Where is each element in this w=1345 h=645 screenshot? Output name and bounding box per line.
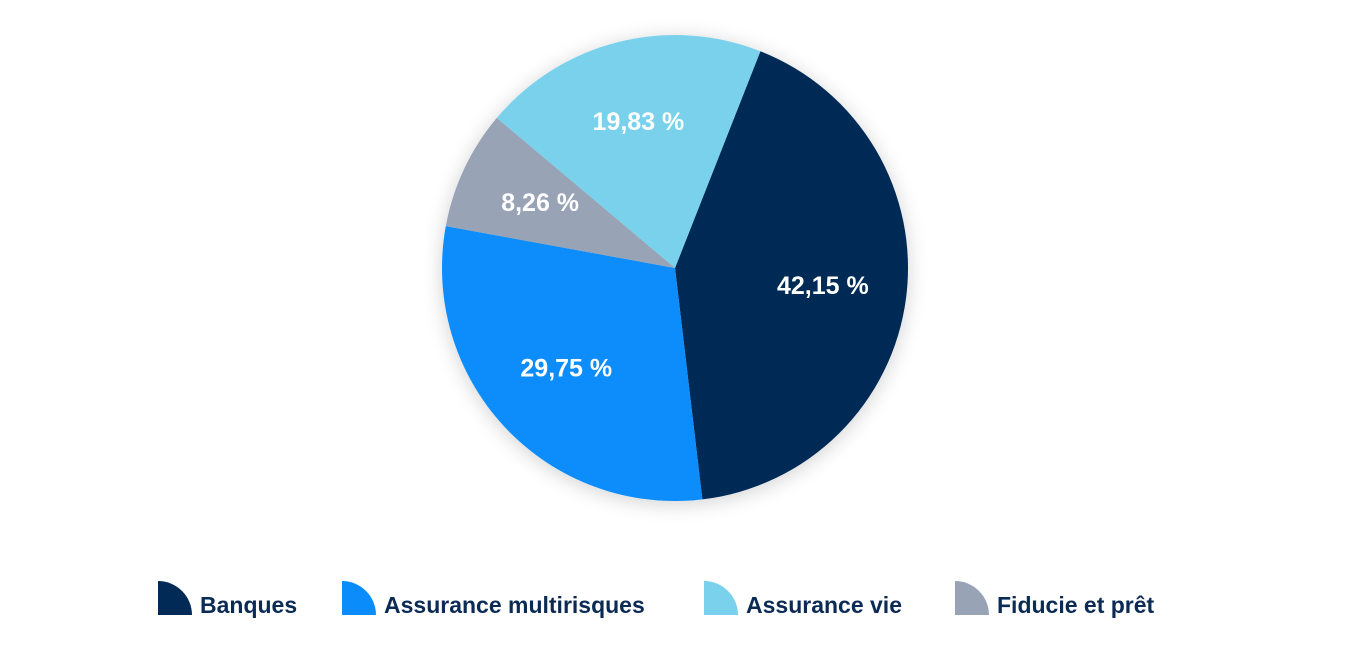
legend-swatch-banques — [158, 581, 192, 615]
slice-label-assurance-multirisques: 29,75 % — [520, 355, 612, 383]
slice-label-banques: 42,15 % — [777, 272, 869, 300]
legend-item-assurance-vie: Assurance vie — [704, 581, 902, 618]
pie-slice-banques — [675, 51, 908, 500]
pie-slice-fiducie-et-pret — [445, 117, 675, 268]
legend-label-banques: Banques — [200, 592, 297, 618]
legend-label-assurance-vie: Assurance vie — [746, 592, 902, 618]
legend-label-fiducie-et-pret: Fiducie et prêt — [997, 592, 1155, 618]
pie-slice-labels: 42,15 % 29,75 % 8,26 % 19,83 % — [501, 108, 869, 383]
slice-label-fiducie-et-pret: 8,26 % — [501, 189, 579, 217]
pie-slice-assurance-vie — [496, 35, 761, 268]
legend-swatch-assurance-multirisques — [342, 581, 376, 615]
pie-slice-assurance-multirisques — [442, 226, 703, 501]
legend-swatch-fiducie-et-pret — [955, 581, 989, 615]
legend-item-assurance-multirisques: Assurance multirisques — [342, 581, 645, 618]
legend-label-assurance-multirisques: Assurance multirisques — [384, 592, 645, 618]
pie-slices — [442, 35, 908, 501]
legend: Banques Assurance multirisques Assurance v… — [158, 581, 1155, 618]
legend-item-banques: Banques — [158, 581, 297, 618]
slice-label-assurance-vie: 19,83 % — [593, 108, 685, 136]
legend-item-fiducie-et-pret: Fiducie et prêt — [955, 581, 1155, 618]
legend-swatch-assurance-vie — [704, 581, 738, 615]
